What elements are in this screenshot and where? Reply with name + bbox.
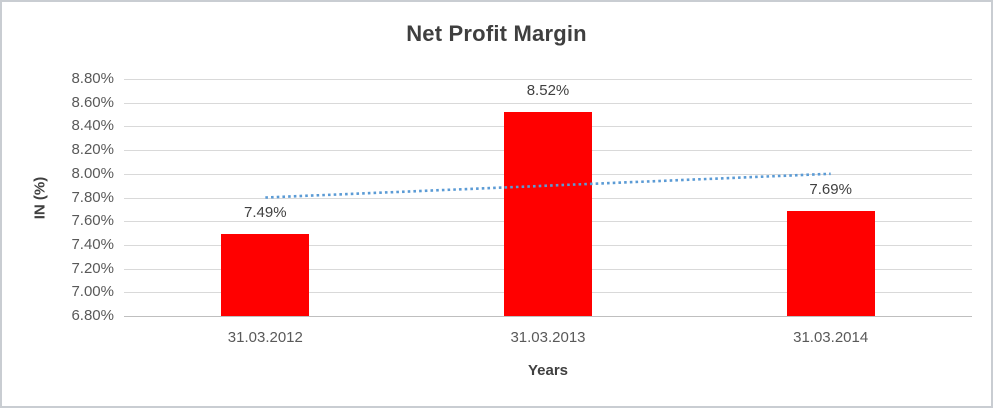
bar-31.03.2013 <box>504 112 592 316</box>
gridline <box>124 79 972 80</box>
chart-title: Net Profit Margin <box>406 21 587 46</box>
bar-31.03.2012 <box>221 234 310 316</box>
y-tick-label: 8.00% <box>71 164 114 182</box>
x-tick-label: 31.03.2014 <box>793 329 869 346</box>
x-tick-label: 31.03.2012 <box>227 329 303 346</box>
y-tick-label: 8.40% <box>71 117 114 135</box>
x-axis-line <box>124 316 972 317</box>
data-label: 7.69% <box>809 180 852 198</box>
y-tick-label: 8.60% <box>71 93 114 111</box>
gridline <box>124 102 972 104</box>
x-tick-label: 31.03.2013 <box>510 329 586 346</box>
y-tick-label: 8.80% <box>71 70 114 87</box>
y-tick-label: 7.60% <box>71 212 114 230</box>
data-label: 8.52% <box>526 82 570 100</box>
y-tick-label: 7.00% <box>71 283 114 301</box>
bar-31.03.2014 <box>786 210 875 316</box>
x-axis-title: Years <box>527 362 569 379</box>
y-tick-label: 7.80% <box>71 188 114 206</box>
y-tick-label: 7.40% <box>71 235 114 253</box>
y-tick-label: 7.20% <box>71 259 114 277</box>
y-tick-label: 8.20% <box>71 141 114 159</box>
y-tick-label: 6.80% <box>71 307 114 324</box>
data-label: 7.49% <box>244 204 287 222</box>
